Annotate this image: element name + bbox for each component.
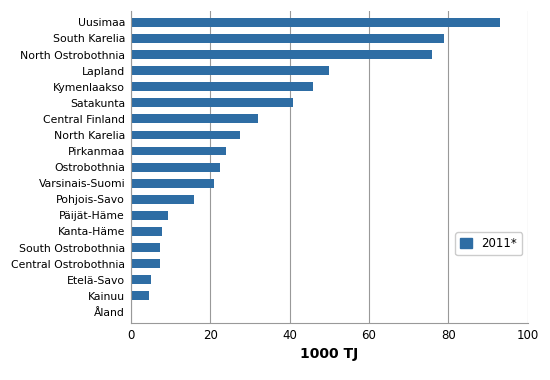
Bar xyxy=(131,66,329,75)
Bar xyxy=(131,18,500,27)
Bar xyxy=(131,211,168,220)
Bar xyxy=(131,82,314,91)
Bar xyxy=(131,50,432,59)
Bar xyxy=(131,276,151,284)
Bar xyxy=(131,179,214,188)
Bar xyxy=(131,163,220,171)
Legend: 2011*: 2011* xyxy=(455,233,522,255)
Bar xyxy=(131,243,161,252)
Bar xyxy=(131,98,294,107)
Bar xyxy=(131,114,258,124)
Bar xyxy=(131,195,194,204)
Bar xyxy=(131,227,162,236)
Bar xyxy=(131,34,444,43)
Bar xyxy=(131,307,132,316)
Bar xyxy=(131,259,161,268)
Bar xyxy=(131,291,149,300)
Bar xyxy=(131,131,240,139)
Bar xyxy=(131,147,226,155)
X-axis label: 1000 TJ: 1000 TJ xyxy=(300,347,359,361)
